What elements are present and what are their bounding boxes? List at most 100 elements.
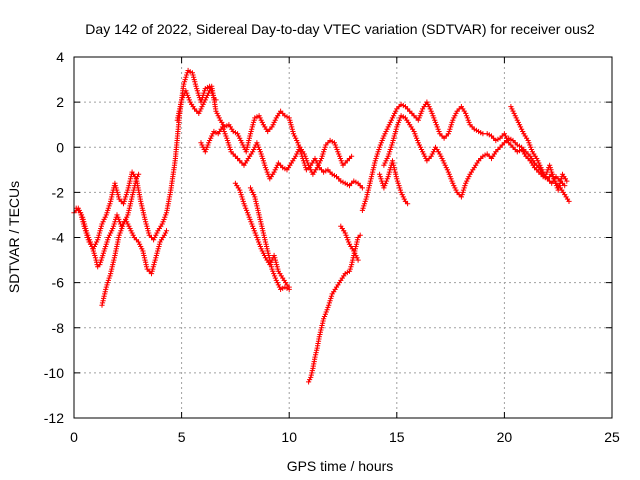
data-point bbox=[431, 115, 437, 121]
y-axis-label: SDTVAR / TECUs bbox=[6, 181, 22, 293]
data-point bbox=[194, 88, 200, 94]
data-point bbox=[276, 284, 283, 290]
data-point bbox=[384, 126, 390, 132]
data-point bbox=[359, 185, 365, 191]
data-point bbox=[375, 149, 381, 155]
data-point bbox=[254, 140, 260, 146]
y-tick-label: -12 bbox=[44, 410, 64, 426]
data-point bbox=[395, 122, 401, 128]
data-point bbox=[103, 286, 109, 292]
data-point bbox=[389, 142, 395, 148]
data-point bbox=[273, 165, 279, 171]
data-point bbox=[419, 108, 425, 114]
data-point bbox=[412, 131, 418, 137]
data-point bbox=[386, 169, 392, 175]
data-point bbox=[220, 126, 226, 132]
data-point bbox=[125, 185, 131, 191]
data-point bbox=[287, 119, 293, 125]
data-point bbox=[385, 174, 391, 180]
data-point bbox=[429, 110, 435, 116]
data-point bbox=[379, 137, 385, 144]
data-point bbox=[117, 230, 123, 236]
data-point bbox=[260, 155, 266, 162]
data-point bbox=[347, 266, 353, 272]
data-point bbox=[544, 169, 550, 175]
data-point bbox=[156, 241, 163, 247]
data-point bbox=[256, 146, 263, 153]
data-point bbox=[263, 167, 269, 173]
data-point bbox=[336, 151, 342, 157]
y-tick-label: -10 bbox=[44, 365, 64, 381]
data-point bbox=[123, 194, 129, 200]
data-point bbox=[200, 101, 206, 107]
data-point bbox=[126, 180, 132, 186]
data-point bbox=[92, 241, 99, 247]
data-point bbox=[100, 219, 106, 225]
data-point bbox=[401, 196, 407, 202]
data-point bbox=[198, 106, 204, 112]
data-point bbox=[430, 149, 436, 155]
data-point bbox=[125, 210, 131, 216]
data-point bbox=[513, 115, 519, 121]
data-point bbox=[98, 257, 104, 263]
data-point bbox=[110, 262, 116, 268]
data-point bbox=[152, 234, 158, 241]
data-point bbox=[286, 115, 292, 121]
data-point bbox=[388, 117, 394, 123]
x-axis-label: GPS time / hours bbox=[287, 458, 394, 474]
data-point bbox=[112, 180, 118, 186]
data-point bbox=[556, 185, 562, 191]
data-point bbox=[394, 176, 400, 182]
data-point bbox=[374, 153, 380, 159]
data-point bbox=[159, 221, 165, 227]
data-point bbox=[262, 162, 268, 168]
data-point bbox=[444, 167, 450, 173]
data-point bbox=[466, 174, 472, 180]
data-point bbox=[463, 180, 469, 186]
data-point bbox=[383, 178, 390, 184]
data-point bbox=[542, 174, 548, 180]
data-point bbox=[216, 115, 222, 121]
data-point bbox=[162, 214, 168, 220]
data-point bbox=[372, 158, 378, 164]
data-point bbox=[107, 273, 113, 279]
data-point bbox=[365, 189, 371, 195]
data-point bbox=[136, 239, 142, 245]
data-point bbox=[306, 162, 312, 168]
data-point bbox=[391, 113, 397, 119]
data-point bbox=[245, 212, 251, 218]
data-point bbox=[417, 113, 423, 119]
data-point bbox=[201, 90, 207, 96]
data-point bbox=[383, 180, 389, 186]
data-point bbox=[519, 126, 525, 132]
data-point bbox=[196, 110, 202, 116]
data-point bbox=[116, 216, 122, 222]
data-point bbox=[391, 133, 397, 139]
y-tick-label: 2 bbox=[56, 94, 64, 110]
data-point bbox=[251, 117, 257, 123]
data-point bbox=[395, 180, 401, 186]
data-point bbox=[534, 155, 540, 162]
data-point bbox=[253, 232, 259, 238]
x-tick-label: 0 bbox=[70, 429, 78, 445]
data-point bbox=[240, 198, 246, 204]
data-point bbox=[154, 230, 160, 236]
data-point bbox=[270, 122, 276, 128]
data-point bbox=[273, 259, 279, 265]
data-point bbox=[257, 115, 263, 121]
data-point bbox=[312, 354, 318, 360]
data-point bbox=[219, 124, 226, 130]
data-point bbox=[415, 117, 421, 123]
series-seg13 bbox=[508, 104, 570, 193]
data-point bbox=[393, 171, 399, 177]
data-point bbox=[346, 239, 352, 245]
data-point bbox=[511, 110, 517, 116]
data-point bbox=[333, 144, 339, 150]
data-point bbox=[202, 149, 208, 155]
data-point bbox=[136, 171, 142, 177]
data-point bbox=[271, 252, 277, 259]
series-seg2 bbox=[73, 67, 219, 252]
data-point bbox=[515, 119, 521, 125]
data-point bbox=[163, 228, 170, 234]
data-point bbox=[119, 225, 125, 232]
